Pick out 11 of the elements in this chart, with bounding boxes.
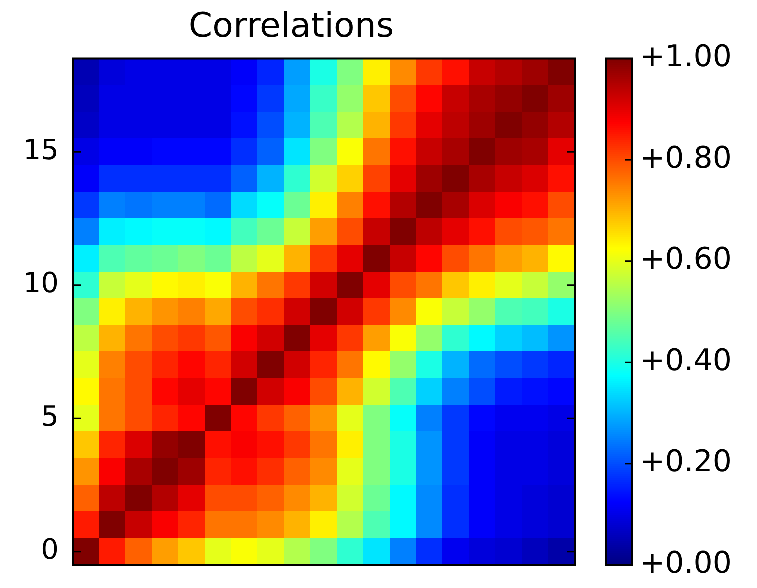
color-bar-label: +0.60 — [640, 242, 732, 278]
y-tick-label: 5 — [41, 400, 59, 433]
y-tick-label: 10 — [23, 266, 59, 300]
y-tick-label: 15 — [23, 133, 59, 166]
color-bar-label: +1.00 — [640, 40, 732, 75]
color-bar-label: +0.00 — [640, 546, 732, 581]
chart-title: Correlations — [188, 6, 394, 46]
color-bar-label: +0.80 — [640, 140, 732, 176]
color-bar-label: +0.40 — [640, 343, 732, 378]
y-tick-label: 0 — [41, 533, 59, 566]
color-bar-label: +0.20 — [640, 444, 732, 480]
